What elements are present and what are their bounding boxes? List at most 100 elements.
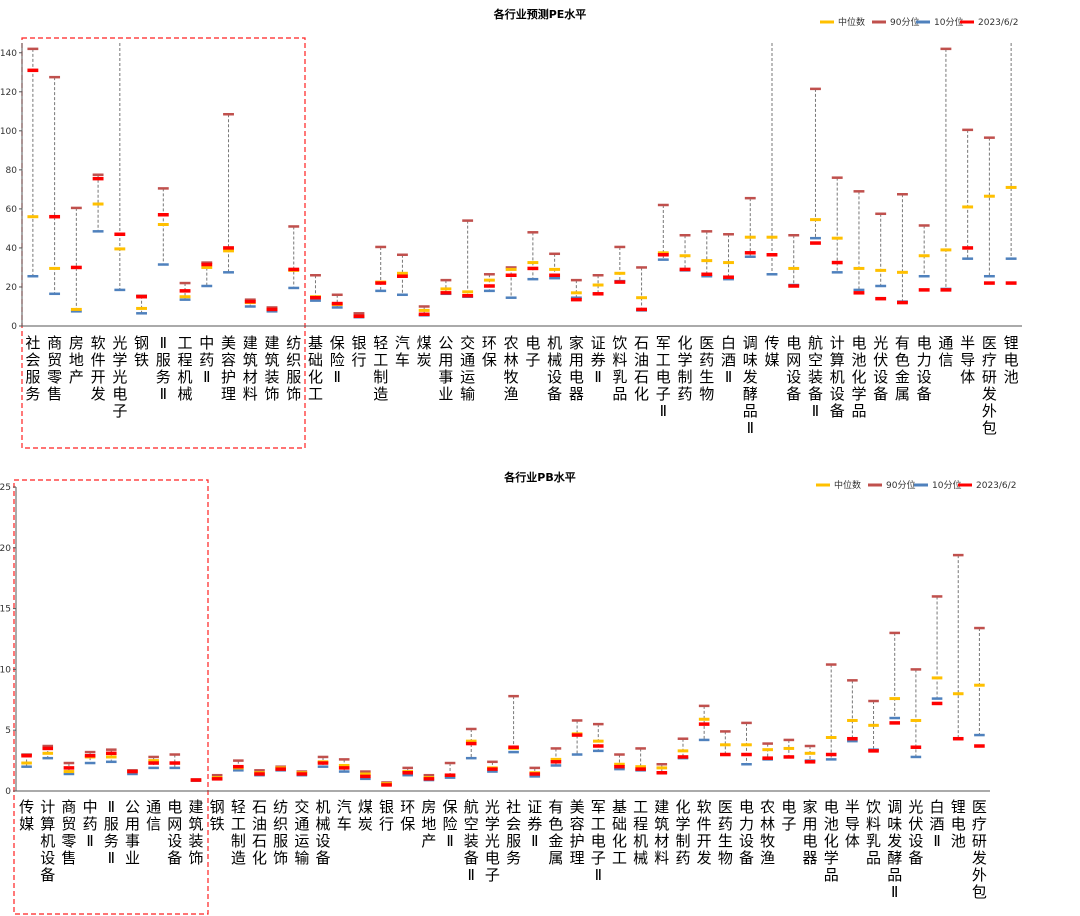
pb-legend-p90: 90分位 xyxy=(886,479,915,491)
pb-p10-mark xyxy=(825,758,837,761)
pb-category-group: 化学制药 xyxy=(675,737,690,867)
pe-current-mark xyxy=(27,68,39,73)
pe-p10-mark xyxy=(962,257,974,260)
pe-category-label: 纺织服饰 xyxy=(286,334,301,403)
pe-median-mark xyxy=(114,247,126,251)
pb-current-mark xyxy=(550,760,562,764)
pb-median-mark xyxy=(952,692,964,696)
pb-median-mark xyxy=(910,718,922,722)
pb-category-group: 农林牧渔 xyxy=(760,742,775,867)
pb-p10-mark xyxy=(233,769,244,772)
pb-category-group: 航空装备 Ⅱ xyxy=(464,727,479,884)
pe-category-group: 锂电池 xyxy=(1004,43,1019,386)
pb-p90-mark xyxy=(148,755,159,759)
pe-category-label: 电子 xyxy=(525,334,540,369)
pe-current-mark xyxy=(527,266,539,271)
pb-current-mark xyxy=(402,771,414,775)
pe-current-mark xyxy=(549,273,561,278)
pb-category-group: 医药生物 xyxy=(718,730,733,867)
pe-category-group: 中药 Ⅱ xyxy=(199,261,214,386)
pe-category-label: 钢铁 xyxy=(134,334,149,369)
pe-p10-mark xyxy=(397,293,408,297)
pb-median-mark xyxy=(550,757,562,761)
pe-category-label: 化学制药 xyxy=(678,334,693,403)
pb-category-label: 电子 xyxy=(781,798,796,833)
pe-current-mark xyxy=(983,281,995,285)
pe-current-mark xyxy=(375,281,387,285)
pe-category-label: 银行 xyxy=(351,334,366,369)
pe-current-mark xyxy=(701,272,713,277)
pe-p10-mark xyxy=(201,284,213,288)
pb-category-label: 中药 Ⅱ xyxy=(83,798,98,850)
pe-p10-mark xyxy=(1005,257,1017,260)
pe-current-mark xyxy=(136,294,147,299)
pb-p90-mark xyxy=(360,770,371,773)
pe-p90-mark xyxy=(853,190,865,193)
pe-p90-mark xyxy=(418,305,430,308)
pe-p90-mark xyxy=(549,252,561,256)
pb-median-mark xyxy=(889,697,901,701)
pb-p90-mark xyxy=(317,755,329,759)
pb-median-mark xyxy=(720,743,731,747)
pb-median-mark xyxy=(847,718,858,722)
pb-category-group: 社会服务 xyxy=(506,694,521,867)
pe-p90-mark xyxy=(744,196,756,200)
pb-category-group: 纺织服饰 xyxy=(273,765,288,867)
pb-category-group: 工程机械 xyxy=(633,747,648,867)
pe-p90-mark xyxy=(962,128,974,132)
pe-p90-mark xyxy=(679,233,691,237)
pb-category-label: 软件开发 xyxy=(697,798,712,867)
pe-p90-mark xyxy=(331,293,343,297)
pb-category-group: 机械设备 xyxy=(316,755,331,867)
pe-current-mark xyxy=(310,295,321,300)
pe-p90-mark xyxy=(940,47,952,51)
pe-current-mark xyxy=(788,284,800,288)
pb-y-tick-label: 5 xyxy=(5,726,11,736)
pb-p90-mark xyxy=(444,761,456,765)
pe-p90-mark xyxy=(157,187,169,190)
pe-current-mark xyxy=(875,296,887,301)
pb-category-label: 农林牧渔 xyxy=(760,798,775,867)
pe-category-group: 医药生物 xyxy=(699,230,714,403)
pb-category-group: 商贸零售 xyxy=(61,761,76,867)
pb-category-label: 化学制药 xyxy=(675,798,690,867)
pb-median-mark xyxy=(592,739,604,743)
pb-p90-mark xyxy=(169,753,181,756)
pb-p90-mark xyxy=(550,747,562,750)
pe-current-mark xyxy=(570,297,582,302)
pb-p10-mark xyxy=(42,756,54,760)
pb-median-mark xyxy=(698,717,710,721)
pb-category-label: 银行 xyxy=(379,798,394,833)
pb-category-label: 光学光电子 xyxy=(485,798,500,884)
pe-legend-p90: 90分位 xyxy=(890,16,919,28)
pb-p10-mark xyxy=(360,777,371,781)
pb-category-group: 光学光电子 xyxy=(485,760,500,884)
pb-category-group: 建筑材料 xyxy=(654,762,669,867)
pe-category-group: 银行 xyxy=(351,312,366,369)
pe-current-mark xyxy=(49,214,61,219)
pb-p90-mark xyxy=(63,761,75,765)
pb-category-group: 美容护理 xyxy=(570,719,585,867)
pe-median-mark xyxy=(918,254,930,258)
pb-current-mark xyxy=(21,753,32,758)
pb-p90-mark xyxy=(910,668,922,671)
pb-category-label: 建筑装饰 xyxy=(188,798,203,867)
pe-p10-mark xyxy=(244,305,256,308)
pb-category-label: 煤炭 xyxy=(358,798,373,833)
pe-category-label: 保险 Ⅱ xyxy=(330,334,345,386)
pb-current-mark xyxy=(444,773,456,777)
pe-median-mark xyxy=(940,248,952,252)
pb-category-group: 传媒 xyxy=(19,753,34,833)
pe-p10-mark xyxy=(853,288,865,292)
pe-median-mark xyxy=(92,202,104,206)
pe-category-group: 软件开发 xyxy=(91,173,106,403)
pe-median-mark xyxy=(179,295,191,299)
pb-category-label: 工程机械 xyxy=(633,798,648,867)
pb-p90-mark xyxy=(465,727,477,731)
pb-p10-mark xyxy=(847,739,858,743)
pb-p10-mark xyxy=(169,766,181,770)
pe-median-mark xyxy=(723,261,734,265)
pe-p10-mark xyxy=(223,271,234,274)
pe-p10-mark xyxy=(657,258,669,261)
pb-p90-mark xyxy=(847,679,858,682)
